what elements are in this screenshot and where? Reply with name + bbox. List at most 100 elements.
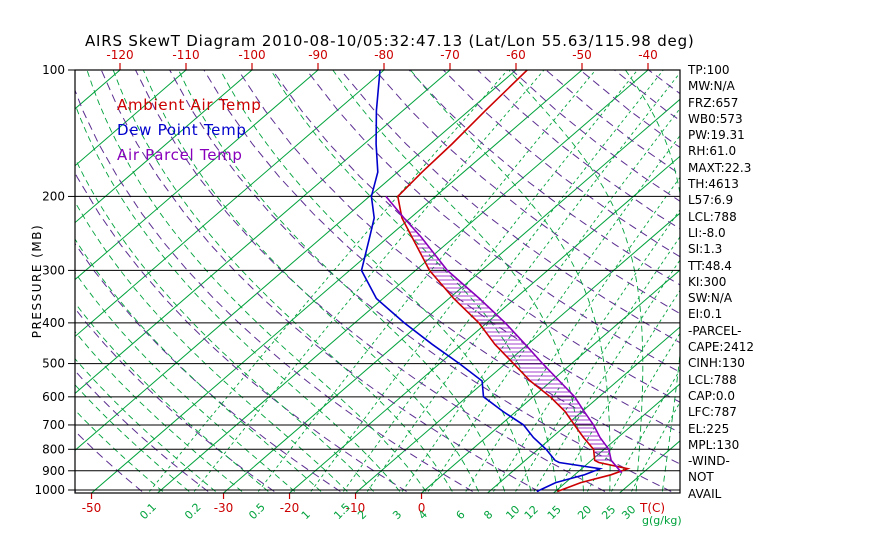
moist-adiabat-line: [142, 70, 479, 492]
stats-line: LI:-8.0: [688, 225, 726, 240]
dry-adiabat-line: [648, 70, 680, 95]
isotherm-line: [75, 70, 451, 395]
moist-adiabat-line: [219, 70, 532, 492]
stats-line: TP:100: [688, 63, 730, 77]
mixing-ratio-tick-label: 20: [575, 503, 594, 522]
isotherm-line: [421, 269, 680, 493]
stats-line: MW:N/A: [688, 79, 735, 94]
temp-axis-unit-label: T(C): [639, 501, 665, 515]
moist-adiabat-line: [75, 200, 348, 492]
stats-line: L57:6.9: [688, 193, 734, 208]
isotherm-line: [487, 326, 680, 493]
pressure-tick-label: 300: [42, 263, 65, 277]
legend-ambient-air-temp: Ambient Air Temp: [117, 96, 262, 114]
stats-line: AVAIL: [688, 486, 722, 501]
mixing-ratio-tick-label: 30: [619, 503, 638, 522]
stats-line: MPL:130: [688, 437, 740, 452]
mixing-ratio-tick-label: 0.5: [246, 501, 268, 523]
mixing-ratio-tick-label: 2: [355, 508, 369, 522]
top-temp-tick-label: -40: [638, 48, 658, 62]
ambient-air-temp-curve: [396, 70, 631, 493]
legend-dew-point-temp: Dew Point Temp: [117, 121, 247, 139]
dry-adiabat-line: [340, 70, 680, 344]
dry-adiabat-line: [271, 70, 680, 403]
mixing-ratio-unit-label: g(g/kg): [642, 514, 682, 527]
background-lines: [75, 70, 680, 493]
moist-adiabat-line: [75, 157, 374, 492]
stats-line: CAPE:2412: [688, 340, 754, 355]
dry-adiabat-line: [169, 70, 672, 492]
isotherm-line: [553, 383, 680, 493]
top-temp-tick-label: -80: [374, 48, 394, 62]
stats-line: CAP:0.0: [688, 388, 735, 403]
air-parcel-temp-curve: [385, 195, 623, 474]
moist-adiabat-line: [75, 302, 269, 492]
mixing-ratio-tick-label: 0.1: [137, 501, 159, 523]
pressure-tick-label: 700: [42, 418, 65, 432]
bottom-temp-tick-label: -20: [280, 501, 300, 515]
isotherm-line: [91, 70, 583, 493]
stats-panel: TP:100 MW:N/A FRZ:657 WB0:573 PW:19.31 RH:61.…: [688, 62, 754, 502]
top-temp-tick-label: -60: [506, 48, 526, 62]
stats-line: SI:1.3: [688, 242, 723, 257]
pressure-tick-label: 500: [42, 357, 65, 371]
mixing-ratio-line: [257, 70, 596, 492]
mixing-ratio-tick-label: 25: [599, 503, 618, 522]
top-temp-tick-label: -50: [572, 48, 592, 62]
mixing-ratio-tick-label: 8: [481, 508, 495, 522]
moist-adiabat-line: [410, 70, 611, 492]
pressure-tick-label: 100: [42, 63, 65, 77]
top-temp-tick-label: -100: [238, 48, 265, 62]
stats-line: RH:61.0: [688, 144, 737, 159]
pressure-tick-label: 600: [42, 390, 65, 404]
moist-adiabat-line: [508, 70, 644, 492]
mixing-ratio-tick-label: 12: [522, 503, 541, 522]
mixing-ratio-tick-label: 0.2: [182, 501, 204, 523]
mixing-ratio-line: [401, 107, 680, 492]
plot-border: [74, 69, 681, 494]
top-temp-tick-label: -70: [440, 48, 460, 62]
dry-adiabat-line: [75, 430, 143, 492]
stats-line: LCL:788: [688, 209, 737, 224]
stats-line: LCL:788: [688, 372, 737, 387]
stats-line: LFC:787: [688, 405, 737, 420]
stats-line: KI:300: [688, 274, 727, 289]
stats-line: EI:0.1: [688, 307, 723, 322]
moist-adiabat-line: [75, 238, 322, 492]
dry-adiabat-line: [408, 70, 680, 286]
mixing-ratio-tick-label: 1: [299, 508, 313, 522]
stats-line: TH:4613: [688, 177, 739, 192]
mixing-ratio-tick-label: 3: [390, 508, 404, 522]
stats-line: SW:N/A: [688, 291, 733, 306]
moist-adiabat-line: [86, 70, 427, 492]
stats-line: CINH:130: [688, 356, 745, 371]
isotherm-line: [75, 70, 319, 281]
stats-line: PW:19.31: [688, 128, 745, 143]
bottom-temp-tick-label: -50: [82, 501, 102, 515]
isotherm-line: [75, 70, 385, 338]
mixing-ratio-line: [343, 70, 664, 492]
isotherm-line: [289, 155, 680, 493]
moist-adiabat-line: [75, 330, 243, 492]
stats-line: NOT: [688, 470, 714, 485]
mixing-ratio-line: [366, 72, 680, 492]
cape-hatch: [410, 231, 611, 461]
dry-adiabat-line: [75, 171, 407, 492]
bottom-temp-tick-label: -10: [346, 501, 366, 515]
moist-adiabat-line: [75, 271, 295, 492]
dry-adiabat-line: [75, 370, 209, 492]
mixing-ratio-tick-label: 4: [416, 508, 430, 522]
isotherm-line: [75, 70, 517, 451]
stats-line: -WIND-: [688, 454, 730, 469]
stats-line: -PARCEL-: [688, 323, 742, 338]
dry-adiabat-line: [443, 70, 680, 258]
mixing-ratio-line: [310, 70, 638, 492]
pressure-tick-label: 200: [42, 189, 65, 203]
isotherm-line: [75, 70, 253, 224]
isotherm-line: [75, 70, 187, 167]
moist-adiabat-line: [75, 409, 163, 492]
stats-line: TT:48.4: [688, 258, 732, 273]
stats-line: WB0:573: [688, 111, 743, 126]
mixing-ratio-line: [149, 70, 508, 492]
